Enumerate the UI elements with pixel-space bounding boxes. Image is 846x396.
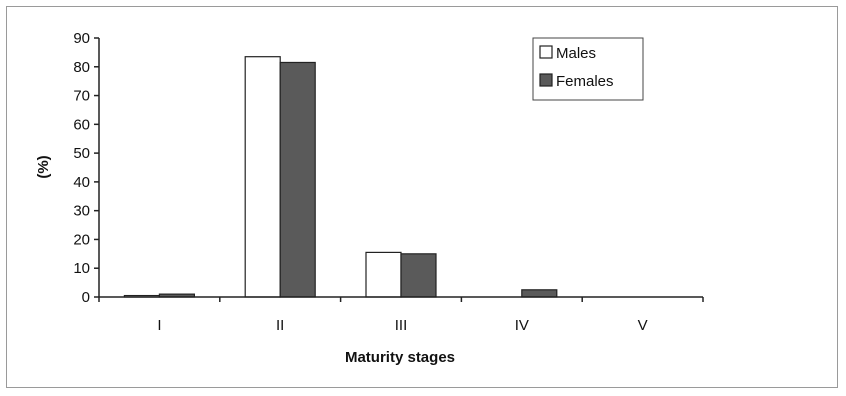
y-axis-ticks: 0 10 20 30 40 50 60 70 80 90	[73, 30, 99, 306]
y-tick-label-30: 30	[73, 203, 90, 220]
legend-swatch-males	[539, 45, 553, 59]
y-tick-label-80: 80	[73, 59, 90, 76]
y-tick-label-50: 50	[73, 145, 90, 162]
x-category-label-IV: IV	[515, 317, 529, 334]
bar-females-III	[400, 253, 437, 298]
y-tick-label-0: 0	[82, 289, 90, 306]
y-axis-title: (%)	[35, 155, 52, 178]
y-tick-label-60: 60	[73, 116, 90, 133]
bar-females-IV	[521, 289, 558, 298]
x-category-label-II: II	[276, 317, 284, 334]
y-tick-label-90: 90	[73, 30, 90, 47]
y-tick-label-70: 70	[73, 88, 90, 105]
x-category-label-I: I	[157, 317, 161, 334]
legend-label-females: Females	[556, 73, 614, 90]
y-tick-label-40: 40	[73, 174, 90, 191]
x-axis-title: Maturity stages	[345, 349, 455, 366]
legend-swatch-females	[539, 73, 553, 87]
bars	[123, 56, 558, 298]
y-tick-label-20: 20	[73, 231, 90, 248]
bar-males-III	[365, 251, 402, 298]
chart-frame	[6, 6, 838, 388]
x-category-label-III: III	[395, 317, 408, 334]
bar-females-II	[279, 61, 316, 298]
y-tick-label-10: 10	[73, 260, 90, 277]
x-category-label-V: V	[638, 317, 648, 334]
bar-males-II	[244, 56, 281, 298]
x-axis-ticks: I II III IV V	[98, 297, 704, 334]
legend-label-males: Males	[556, 45, 596, 62]
legend: Males Females	[532, 37, 644, 101]
